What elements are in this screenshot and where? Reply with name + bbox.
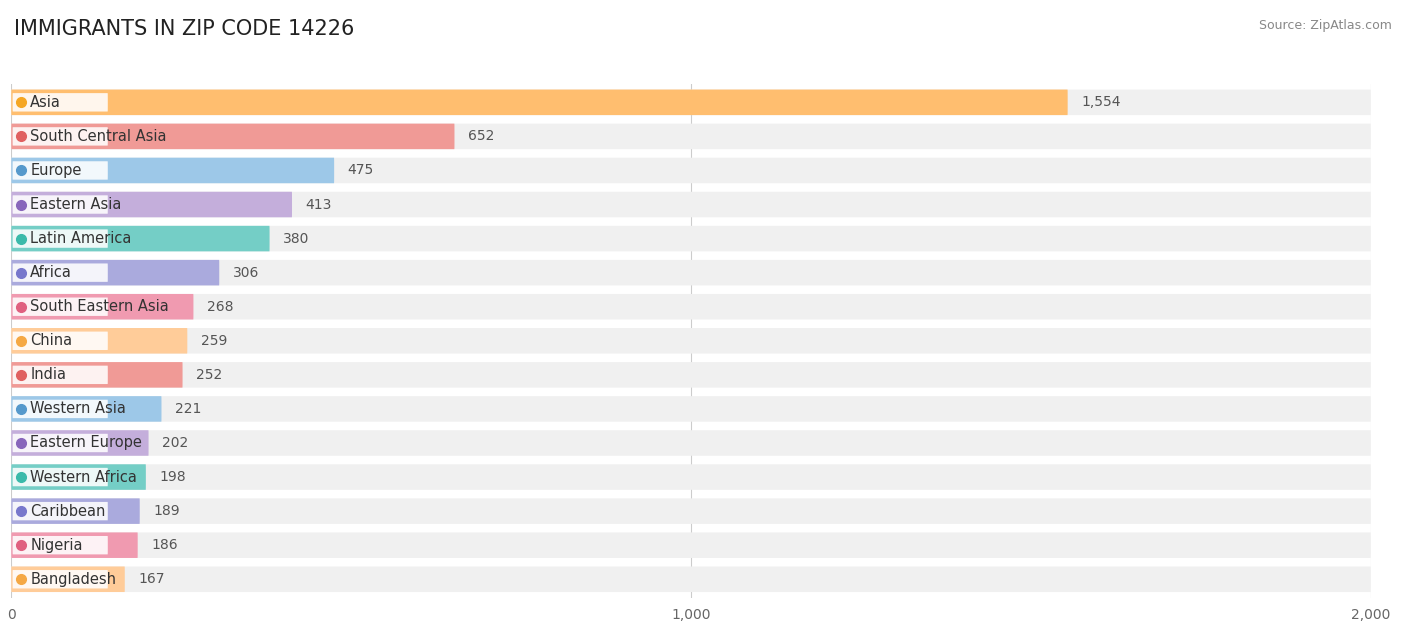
Text: Asia: Asia bbox=[31, 95, 60, 110]
Text: Western Asia: Western Asia bbox=[31, 401, 127, 417]
Text: Nigeria: Nigeria bbox=[31, 538, 83, 553]
FancyBboxPatch shape bbox=[11, 158, 335, 183]
FancyBboxPatch shape bbox=[11, 396, 162, 422]
Text: 252: 252 bbox=[197, 368, 222, 382]
FancyBboxPatch shape bbox=[13, 400, 108, 418]
FancyBboxPatch shape bbox=[11, 532, 138, 558]
Text: Africa: Africa bbox=[31, 265, 72, 280]
Text: 167: 167 bbox=[138, 572, 165, 586]
FancyBboxPatch shape bbox=[11, 566, 125, 592]
FancyBboxPatch shape bbox=[13, 264, 108, 282]
FancyBboxPatch shape bbox=[13, 332, 108, 350]
FancyBboxPatch shape bbox=[13, 366, 108, 384]
Text: 413: 413 bbox=[305, 197, 332, 212]
Text: 186: 186 bbox=[152, 538, 179, 552]
FancyBboxPatch shape bbox=[11, 123, 454, 149]
Text: 202: 202 bbox=[162, 436, 188, 450]
FancyBboxPatch shape bbox=[13, 127, 108, 145]
FancyBboxPatch shape bbox=[11, 464, 146, 490]
Text: Bangladesh: Bangladesh bbox=[31, 572, 117, 587]
FancyBboxPatch shape bbox=[11, 362, 1371, 388]
FancyBboxPatch shape bbox=[11, 226, 270, 251]
Text: 189: 189 bbox=[153, 504, 180, 518]
Text: 268: 268 bbox=[207, 300, 233, 314]
FancyBboxPatch shape bbox=[11, 260, 1371, 285]
Text: IMMIGRANTS IN ZIP CODE 14226: IMMIGRANTS IN ZIP CODE 14226 bbox=[14, 19, 354, 39]
FancyBboxPatch shape bbox=[11, 430, 1371, 456]
FancyBboxPatch shape bbox=[11, 532, 1371, 558]
FancyBboxPatch shape bbox=[11, 328, 187, 354]
FancyBboxPatch shape bbox=[11, 430, 149, 456]
FancyBboxPatch shape bbox=[13, 468, 108, 486]
Text: Caribbean: Caribbean bbox=[31, 503, 105, 519]
FancyBboxPatch shape bbox=[13, 536, 108, 554]
Text: India: India bbox=[31, 367, 66, 383]
Text: Europe: Europe bbox=[31, 163, 82, 178]
FancyBboxPatch shape bbox=[11, 226, 1371, 251]
Text: 652: 652 bbox=[468, 129, 495, 143]
Text: Latin America: Latin America bbox=[31, 231, 132, 246]
Text: South Central Asia: South Central Asia bbox=[31, 129, 167, 144]
Text: 259: 259 bbox=[201, 334, 228, 348]
FancyBboxPatch shape bbox=[13, 161, 108, 179]
FancyBboxPatch shape bbox=[11, 498, 1371, 524]
Text: 198: 198 bbox=[159, 470, 186, 484]
Text: 475: 475 bbox=[347, 163, 374, 177]
FancyBboxPatch shape bbox=[13, 434, 108, 452]
Text: China: China bbox=[31, 333, 72, 349]
Text: 221: 221 bbox=[176, 402, 201, 416]
FancyBboxPatch shape bbox=[11, 260, 219, 285]
FancyBboxPatch shape bbox=[11, 89, 1371, 115]
FancyBboxPatch shape bbox=[11, 328, 1371, 354]
FancyBboxPatch shape bbox=[13, 230, 108, 248]
FancyBboxPatch shape bbox=[11, 192, 292, 217]
Text: Eastern Europe: Eastern Europe bbox=[31, 435, 142, 451]
FancyBboxPatch shape bbox=[13, 195, 108, 213]
FancyBboxPatch shape bbox=[13, 298, 108, 316]
FancyBboxPatch shape bbox=[11, 566, 1371, 592]
Text: 1,554: 1,554 bbox=[1081, 95, 1121, 109]
Text: Western Africa: Western Africa bbox=[31, 469, 138, 485]
Text: 306: 306 bbox=[233, 266, 259, 280]
FancyBboxPatch shape bbox=[13, 570, 108, 588]
FancyBboxPatch shape bbox=[13, 93, 108, 111]
FancyBboxPatch shape bbox=[11, 464, 1371, 490]
Text: Source: ZipAtlas.com: Source: ZipAtlas.com bbox=[1258, 19, 1392, 32]
FancyBboxPatch shape bbox=[11, 498, 139, 524]
FancyBboxPatch shape bbox=[13, 502, 108, 520]
FancyBboxPatch shape bbox=[11, 123, 1371, 149]
FancyBboxPatch shape bbox=[11, 294, 1371, 320]
FancyBboxPatch shape bbox=[11, 396, 1371, 422]
Text: Eastern Asia: Eastern Asia bbox=[31, 197, 122, 212]
Text: 380: 380 bbox=[283, 231, 309, 246]
FancyBboxPatch shape bbox=[11, 89, 1067, 115]
FancyBboxPatch shape bbox=[11, 294, 194, 320]
FancyBboxPatch shape bbox=[11, 362, 183, 388]
FancyBboxPatch shape bbox=[11, 158, 1371, 183]
FancyBboxPatch shape bbox=[11, 192, 1371, 217]
Text: South Eastern Asia: South Eastern Asia bbox=[31, 299, 169, 314]
